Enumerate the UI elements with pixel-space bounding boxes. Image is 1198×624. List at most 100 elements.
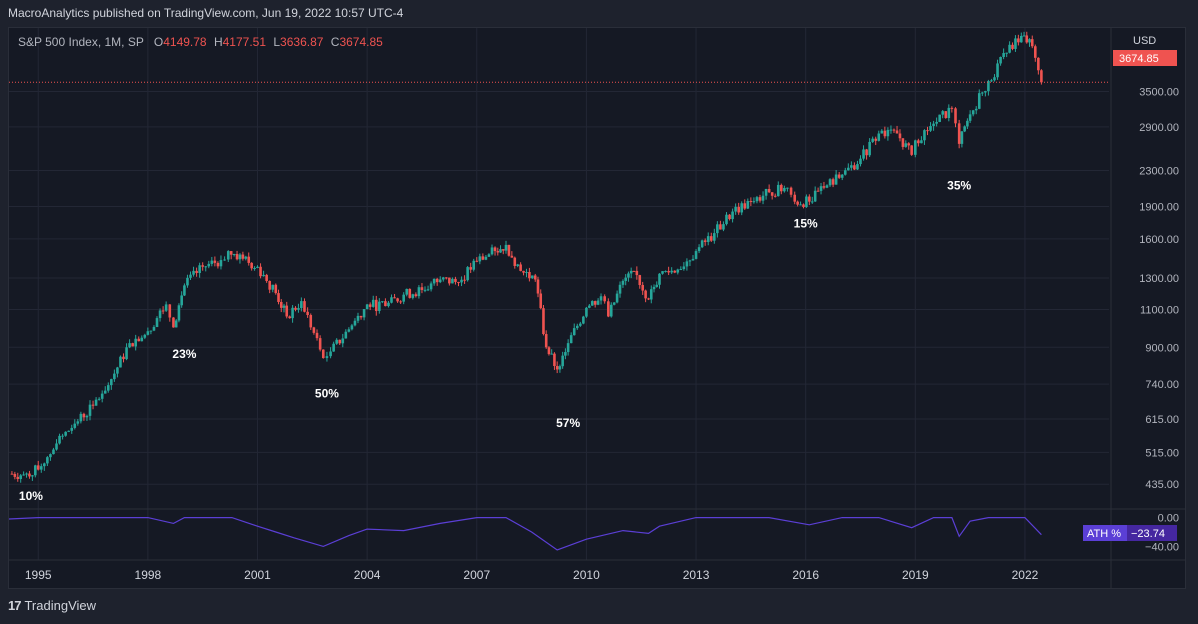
candle-body [553, 353, 556, 367]
candle-body [207, 263, 211, 267]
candle-body [755, 197, 759, 202]
candle-body [1002, 53, 1005, 57]
candle-body [923, 130, 926, 141]
candle-body [463, 279, 466, 281]
ath-value: −23.74 [1131, 528, 1165, 540]
last-price-value: 3674.85 [1119, 53, 1159, 65]
candle-body [725, 214, 728, 225]
candle-body [97, 398, 101, 400]
candle-body [262, 274, 265, 277]
candle-body [204, 266, 208, 268]
candle-body [466, 267, 469, 281]
candle-body [561, 355, 564, 367]
candle-body [603, 296, 606, 302]
candle-body [926, 130, 929, 132]
candle-body [510, 255, 514, 258]
candle-body [612, 302, 616, 305]
candle-body [244, 256, 248, 259]
candle-body [889, 129, 893, 131]
candle-body [877, 133, 881, 141]
drawdown-label: 10% [19, 489, 43, 503]
candle-body [288, 316, 291, 319]
candle-body [883, 130, 887, 137]
candle-body [968, 114, 972, 121]
candle-body [676, 269, 680, 273]
candle-body [297, 308, 300, 310]
candle-body [904, 143, 908, 147]
candle-body [137, 338, 141, 342]
candle-body [981, 92, 984, 94]
time-tick-label: 2010 [573, 568, 600, 582]
candle-body [607, 301, 610, 317]
price-tick-label: 515.00 [1145, 447, 1179, 459]
candle-body [374, 299, 378, 311]
candle-body [647, 298, 650, 300]
ath-line [8, 517, 1042, 551]
candle-body [321, 349, 325, 359]
chart-svg[interactable]: 10% 23% 50% 57% 15% 35% 435.00 515.00 615.00 740… [8, 28, 1185, 588]
candle-body [667, 270, 670, 273]
candle-body [752, 201, 756, 203]
candle-body [277, 293, 280, 302]
candle-body [828, 179, 832, 186]
candle-body [294, 307, 297, 310]
candle-body [734, 206, 737, 212]
footer-brand[interactable]: 17 TradingView [8, 598, 96, 613]
candle-body [128, 343, 131, 348]
candle-body [152, 327, 156, 331]
price-tick-label: 900.00 [1145, 342, 1179, 354]
open-value: 4149.78 [163, 35, 207, 49]
candle-body [55, 443, 58, 450]
candle-body [259, 266, 262, 277]
candle-body [569, 335, 573, 344]
symbol-name[interactable]: S&P 500 Index, 1M, SP [18, 35, 144, 49]
candle-body [719, 224, 722, 230]
candle-body [39, 466, 43, 470]
candle-body [309, 315, 313, 328]
candle-body [853, 165, 856, 170]
price-axis: 435.00 515.00 615.00 740.00 900.00 1100.00 130… [1139, 86, 1179, 553]
candle-body [892, 129, 896, 131]
candle-body [282, 305, 286, 308]
candle-body [749, 201, 753, 203]
candle-body [709, 236, 713, 241]
candle-body [575, 325, 579, 329]
candle-body [1025, 35, 1029, 43]
time-tick-label: 2013 [683, 568, 710, 582]
candle-body [306, 311, 309, 316]
candle-body [679, 269, 683, 271]
candle-body [279, 301, 283, 308]
candle-body [192, 270, 195, 275]
candle-body [767, 188, 771, 193]
candle-body [396, 298, 399, 302]
candle-body [932, 123, 935, 127]
candle-body [417, 287, 421, 297]
candle-body [116, 367, 119, 374]
candle-body [52, 449, 55, 455]
price-tick-label: 1300.00 [1139, 273, 1179, 285]
candle-body [469, 267, 472, 270]
chart-area[interactable]: 10% 23% 50% 57% 15% 35% 435.00 515.00 615.00 740… [8, 27, 1186, 589]
candle-body [740, 203, 744, 213]
candle-body [822, 186, 826, 188]
candle-body [213, 260, 217, 263]
candle-body [658, 273, 661, 285]
candle-body [935, 121, 938, 124]
drawdown-label: 35% [947, 178, 971, 192]
symbol-legend[interactable]: S&P 500 Index, 1M, SP O4149.78 H4177.51 … [18, 35, 387, 49]
candle-body [886, 129, 890, 137]
candle-body [716, 224, 719, 234]
candle-body [507, 244, 511, 256]
tradingview-brand[interactable]: TradingView [24, 598, 97, 613]
drawdown-label: 50% [315, 386, 339, 400]
candle-body [164, 304, 168, 311]
candle-body [862, 149, 865, 159]
candle-body [268, 281, 271, 290]
candle-body [172, 317, 175, 328]
candle-body [947, 107, 951, 118]
candle-body [183, 285, 186, 296]
candle-body [813, 190, 817, 202]
candle-body [638, 275, 642, 286]
candle-body [25, 473, 28, 475]
candle-body [31, 475, 34, 477]
